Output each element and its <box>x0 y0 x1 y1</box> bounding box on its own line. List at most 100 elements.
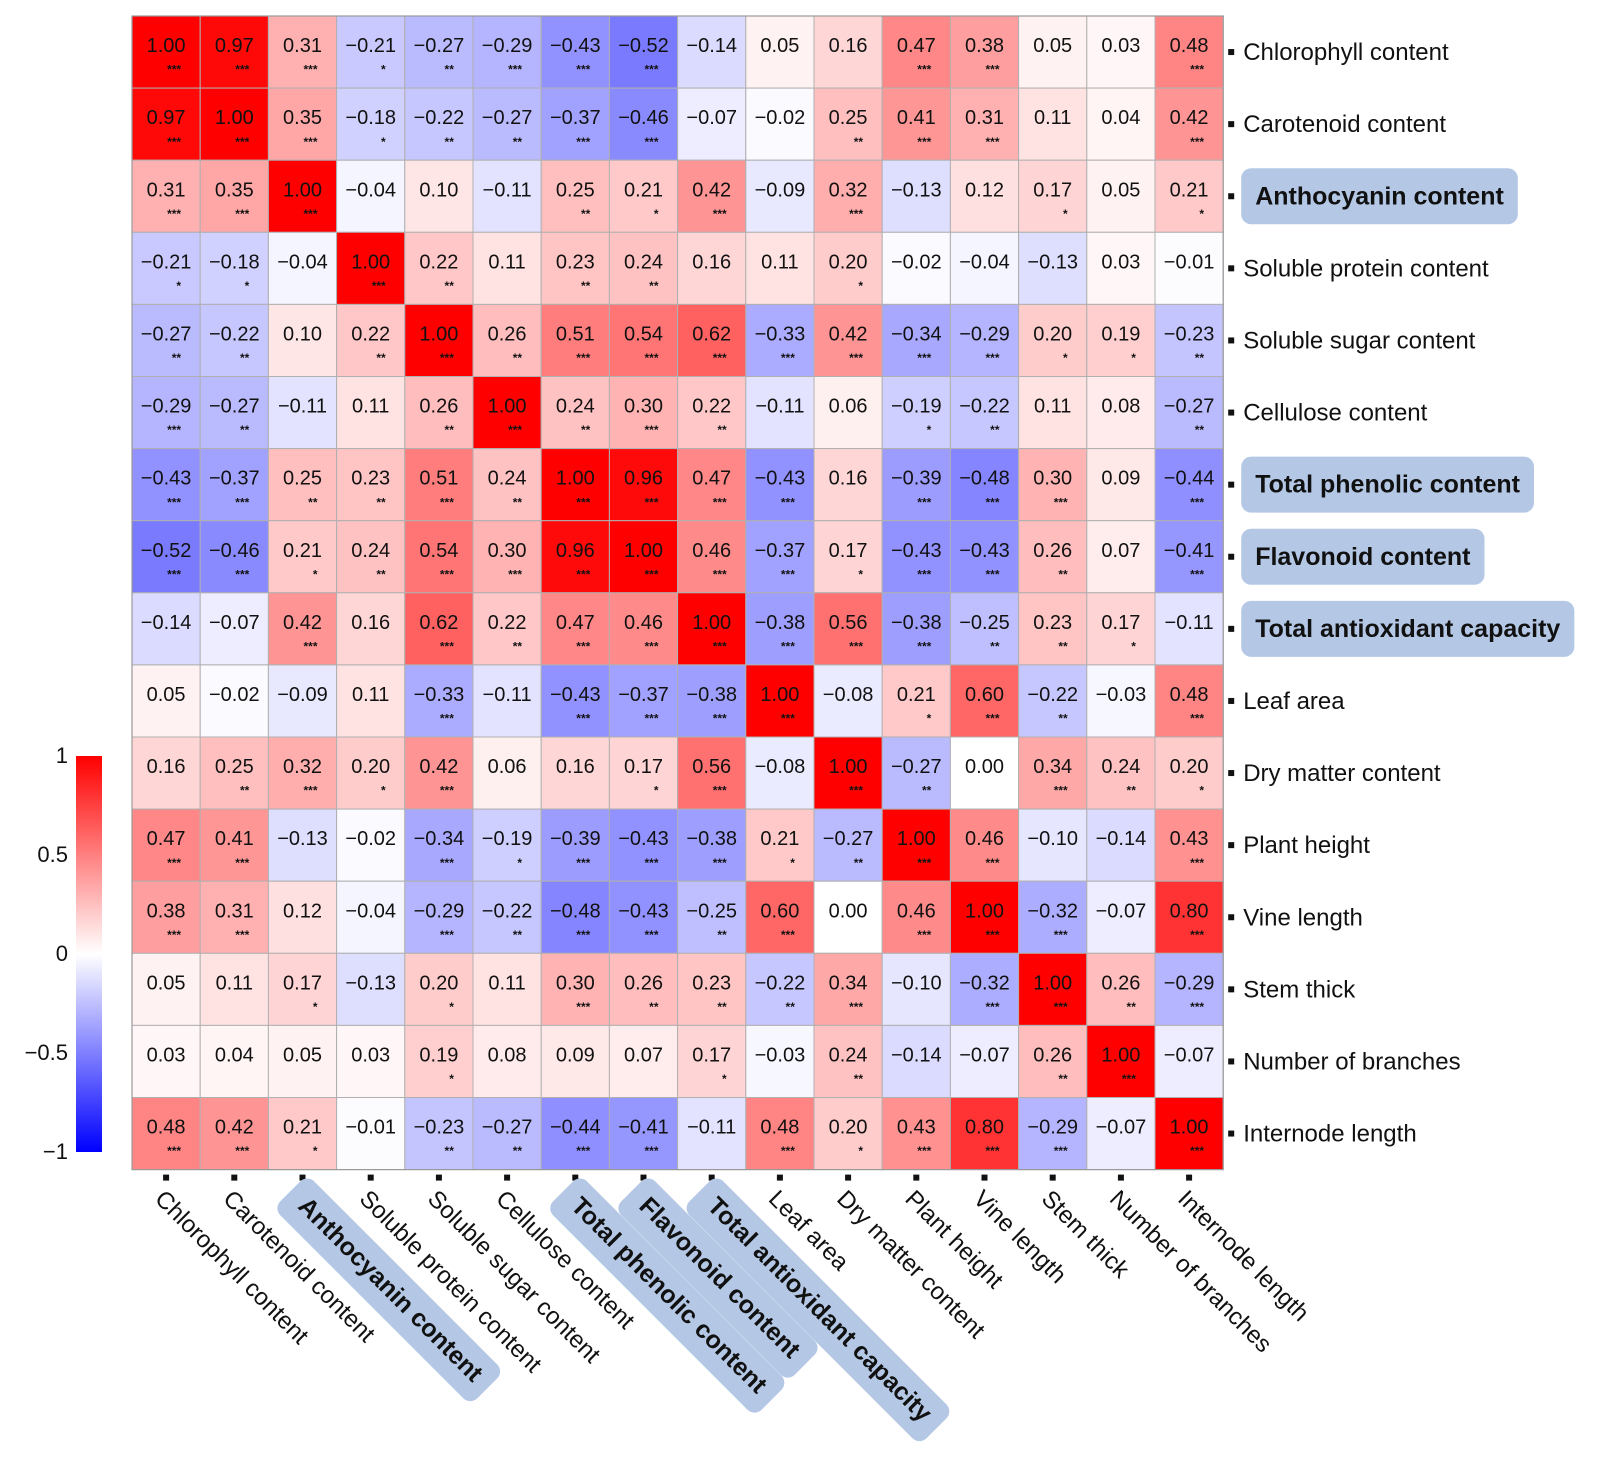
significance-stars: ** <box>854 1072 864 1086</box>
cell-flavonoid-content-x-carotenoid-content: −0.46 *** <box>199 520 269 594</box>
cell-internode-length-x-cellulose-content: −0.27 ** <box>472 1097 542 1171</box>
cell-value: 0.48 <box>1170 35 1209 57</box>
cell-plant-height-x-chlorophyll-content: 0.47 *** <box>131 808 201 882</box>
cell-internode-length-x-chlorophyll-content: 0.48 *** <box>131 1097 201 1171</box>
cell-total-phenolic-content-x-number-of-branches: 0.09 <box>1086 448 1156 522</box>
significance-stars: ** <box>1195 351 1205 365</box>
cell-rect <box>677 87 747 161</box>
significance-stars: *** <box>576 1000 590 1014</box>
cell-total-phenolic-content-x-internode-length: −0.44 *** <box>1154 448 1224 522</box>
significance-stars: *** <box>644 1144 658 1158</box>
colorbar-tick-label: −1 <box>43 1139 68 1164</box>
cell-rect <box>1154 1024 1224 1099</box>
cell-rect <box>336 736 406 810</box>
cell-value: −0.10 <box>891 972 942 994</box>
cell-value: 0.26 <box>624 972 663 994</box>
cell-soluble-sugar-content-x-vine-length: −0.29 *** <box>949 303 1020 377</box>
cell-cellulose-content-x-anthocyanin-content: −0.11 <box>267 376 338 450</box>
significance-stars: *** <box>576 639 590 653</box>
cell-value: 0.11 <box>488 251 525 273</box>
cell-dry-matter-content-x-vine-length: 0.00 <box>949 736 1020 810</box>
cell-value: 0.26 <box>1101 972 1140 994</box>
col-tick <box>1186 1174 1193 1181</box>
cell-rect <box>336 880 406 954</box>
cell-dry-matter-content-x-plant-height: −0.27 ** <box>881 736 951 810</box>
cell-cellulose-content-x-soluble-sugar-content: 0.26 ** <box>404 376 474 450</box>
significance-stars: ** <box>581 207 591 221</box>
cell-cellulose-content-x-internode-length: −0.27 ** <box>1154 376 1224 450</box>
significance-stars: *** <box>985 856 999 870</box>
cell-rect <box>472 303 542 377</box>
cell-rect <box>540 1097 610 1171</box>
cell-plant-height-x-dry-matter-content: −0.27 ** <box>813 808 883 882</box>
cell-carotenoid-content-x-dry-matter-content: 0.25 ** <box>813 87 883 161</box>
cell-value: −0.29 <box>482 35 533 57</box>
cell-value: 1.00 <box>488 396 527 418</box>
row-tick <box>1228 625 1235 632</box>
cell-rect <box>608 303 679 377</box>
row-label-text: Anthocyanin content <box>1255 182 1504 210</box>
cell-rect <box>404 159 474 233</box>
cell-rect <box>608 448 679 522</box>
significance-stars: *** <box>1054 1144 1068 1158</box>
cell-rect <box>745 15 815 89</box>
cell-rect <box>1018 952 1088 1026</box>
significance-stars: *** <box>235 856 249 870</box>
cell-rect <box>267 664 338 738</box>
significance-stars: ** <box>717 423 727 437</box>
cell-value: 0.51 <box>556 323 595 345</box>
significance-stars: * <box>927 712 932 726</box>
cell-value: −0.37 <box>755 540 806 562</box>
significance-stars: *** <box>576 856 590 870</box>
cell-value: 0.23 <box>692 972 731 994</box>
cell-anthocyanin-content-x-total-antioxidant-capacity: 0.42 *** <box>677 159 747 233</box>
cell-leaf-area-x-carotenoid-content: −0.02 <box>199 664 269 738</box>
cell-value: 0.21 <box>624 179 663 201</box>
cell-anthocyanin-content-x-anthocyanin-content: 1.00 *** <box>267 159 338 233</box>
cell-value: 0.16 <box>147 756 186 778</box>
cell-rect <box>472 736 542 810</box>
significance-stars: *** <box>576 495 590 509</box>
cell-value: −0.25 <box>686 900 737 922</box>
cell-value: 0.24 <box>488 468 527 490</box>
cell-value: 0.97 <box>147 107 186 129</box>
cell-value: 0.41 <box>215 828 254 850</box>
cell-value: 0.20 <box>419 972 458 994</box>
cell-value: 0.21 <box>283 1117 322 1139</box>
cell-value: 0.26 <box>419 396 458 418</box>
col-tick <box>845 1174 852 1181</box>
significance-stars: ** <box>1058 567 1068 581</box>
row-label-text: Total phenolic content <box>1255 471 1520 499</box>
cell-value: −0.07 <box>959 1044 1010 1066</box>
significance-stars: *** <box>713 712 727 726</box>
cell-rect <box>404 87 474 161</box>
row-label-text: Cellulose content <box>1243 400 1427 427</box>
cell-rect <box>1154 15 1224 89</box>
cell-total-antioxidant-capacity-x-soluble-protein-content: 0.16 <box>336 592 406 666</box>
cell-value: −0.11 <box>483 684 532 706</box>
cell-total-phenolic-content-x-carotenoid-content: −0.37 *** <box>199 448 269 522</box>
significance-stars: *** <box>440 928 454 942</box>
cell-value: −0.41 <box>618 1117 669 1139</box>
significance-stars: *** <box>1190 856 1204 870</box>
cell-value: 0.16 <box>351 612 390 634</box>
significance-stars: *** <box>644 423 658 437</box>
significance-stars: *** <box>303 207 317 221</box>
significance-stars: *** <box>644 856 658 870</box>
cell-total-antioxidant-capacity-x-chlorophyll-content: −0.14 <box>131 592 201 666</box>
cell-rect <box>336 303 406 377</box>
cell-rect <box>1154 664 1224 738</box>
row-label-highlight <box>1241 168 1518 225</box>
significance-stars: *** <box>917 351 931 365</box>
row-label-highlight <box>1241 528 1485 585</box>
cell-value: −0.37 <box>209 468 260 490</box>
cell-value: 0.20 <box>351 756 390 778</box>
cell-total-antioxidant-capacity-x-anthocyanin-content: 0.42 *** <box>267 592 338 666</box>
cell-value: −0.38 <box>755 612 806 634</box>
cell-rect <box>745 1097 815 1171</box>
cell-value: 0.62 <box>692 323 731 345</box>
cell-rect <box>745 159 815 233</box>
cell-chlorophyll-content-x-plant-height: 0.47 *** <box>881 15 951 89</box>
cell-rect <box>813 87 883 161</box>
cell-value: 0.03 <box>1101 251 1140 273</box>
